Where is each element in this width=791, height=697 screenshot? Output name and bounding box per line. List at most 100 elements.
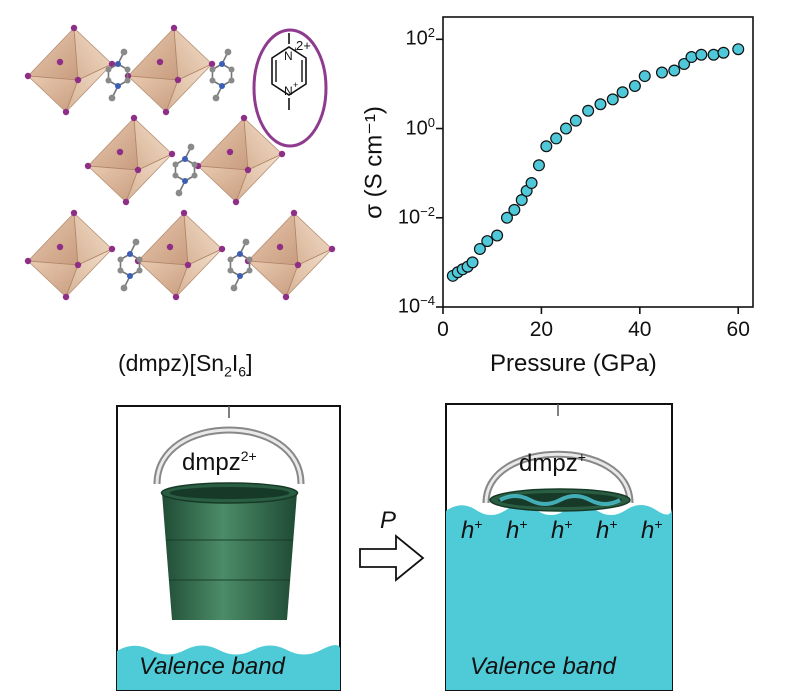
sni6-octahedron xyxy=(124,24,216,116)
hole-charge: + xyxy=(609,516,618,532)
right-cation-label: dmpz+ xyxy=(519,449,586,478)
data-point xyxy=(594,98,607,111)
dmpz-molecule xyxy=(227,238,253,292)
formula-sub-2: 6 xyxy=(238,363,247,380)
data-point xyxy=(473,242,486,255)
data-point xyxy=(446,269,459,282)
sni6-octahedron xyxy=(24,24,116,116)
hole-label: h+ xyxy=(506,516,528,545)
hole-charge: + xyxy=(519,516,528,532)
data-point xyxy=(678,57,691,70)
cation-charge-label: 2+ xyxy=(296,38,311,53)
y-tick-label: 10−4 xyxy=(373,293,435,319)
hole-symbol: h xyxy=(596,517,610,544)
data-point xyxy=(638,70,651,83)
sni6-octahedron xyxy=(134,209,226,301)
data-point xyxy=(456,263,469,276)
dmpz-molecule xyxy=(117,238,143,292)
data-point xyxy=(491,229,504,242)
hole-symbol: h xyxy=(506,517,520,544)
dmpz-cation-highlight: N N + + xyxy=(252,28,328,148)
data-point xyxy=(451,266,464,279)
bucket-rim-right xyxy=(489,488,631,512)
data-point xyxy=(508,203,521,216)
data-point xyxy=(707,48,720,61)
hole-charge: + xyxy=(474,516,483,532)
y-tick-exponent: 2 xyxy=(427,25,435,41)
pressure-arrow xyxy=(359,534,425,582)
data-point xyxy=(466,256,479,269)
y-tick-label: 10−2 xyxy=(373,204,435,230)
x-tick-label: 60 xyxy=(726,318,750,341)
formula-mid: I xyxy=(231,350,239,376)
left-cation-label: dmpz2+ xyxy=(182,448,257,477)
bucket-body-left xyxy=(162,493,297,620)
svg-text:N: N xyxy=(284,49,293,63)
compound-formula: (dmpz)[Sn2I6] xyxy=(118,350,252,380)
sni6-octahedron xyxy=(84,114,176,206)
y-tick-base: 10 xyxy=(405,117,428,140)
dmpz-molecule xyxy=(209,48,235,102)
x-tick-label: 40 xyxy=(628,318,652,341)
y-tick-label: 102 xyxy=(373,25,435,51)
data-point xyxy=(540,140,553,153)
y-tick-base: 10 xyxy=(397,295,421,318)
hole-label: h+ xyxy=(551,516,573,545)
bucket-rim-left xyxy=(160,482,299,504)
y-tick-base: 10 xyxy=(397,206,421,229)
x-tick-label: 0 xyxy=(437,318,449,341)
data-point xyxy=(655,66,668,79)
hole-charge: + xyxy=(564,516,573,532)
data-point xyxy=(685,51,698,64)
data-point xyxy=(732,43,745,56)
formula-suffix: ] xyxy=(246,350,253,376)
data-point xyxy=(550,132,563,145)
data-point xyxy=(461,260,474,273)
left-cation-label-base: dmpz xyxy=(182,449,241,476)
hole-symbol: h xyxy=(551,517,565,544)
dmpz-molecule xyxy=(105,48,131,102)
formula-sub-1: 2 xyxy=(224,363,232,380)
data-point xyxy=(560,122,573,135)
hole-label: h+ xyxy=(596,516,618,545)
sni6-octahedron xyxy=(24,209,116,301)
right-panel-doped xyxy=(445,403,673,691)
valence-band-label-right: Valence band xyxy=(470,653,616,680)
sni6-octahedron xyxy=(194,114,286,206)
data-point xyxy=(695,48,708,61)
hole-label: h+ xyxy=(461,516,483,545)
y-tick-exponent: −4 xyxy=(420,293,435,308)
data-point xyxy=(520,184,533,197)
pressure-arrow-label: P xyxy=(380,507,397,534)
data-point xyxy=(569,114,582,127)
svg-text:+: + xyxy=(293,80,298,90)
data-point xyxy=(532,159,545,172)
x-axis-label: Pressure (GPa) xyxy=(490,350,657,377)
data-point xyxy=(628,79,641,92)
data-point xyxy=(717,46,730,59)
sni6-octahedron xyxy=(244,209,336,301)
y-tick-exponent: −2 xyxy=(420,203,435,219)
data-point xyxy=(515,194,528,207)
svg-text:N: N xyxy=(284,84,293,98)
valence-band-label-left: Valence band xyxy=(139,653,285,680)
data-point xyxy=(606,93,619,106)
data-point xyxy=(481,235,494,248)
hole-label: h+ xyxy=(641,516,663,545)
dmpz-molecule xyxy=(172,143,198,197)
data-point xyxy=(668,64,681,77)
formula-prefix: (dmpz)[Sn xyxy=(118,350,225,376)
data-point xyxy=(525,177,538,190)
y-axis-label: σ (S cm⁻¹) xyxy=(360,106,388,219)
hole-charge: + xyxy=(654,516,663,532)
data-point xyxy=(582,104,595,117)
right-cation-label-base: dmpz xyxy=(519,450,578,477)
data-point xyxy=(500,211,513,224)
data-point xyxy=(616,86,629,99)
x-tick-label: 20 xyxy=(529,318,554,341)
hole-symbol: h xyxy=(641,517,655,544)
y-tick-exponent: 0 xyxy=(427,114,435,130)
